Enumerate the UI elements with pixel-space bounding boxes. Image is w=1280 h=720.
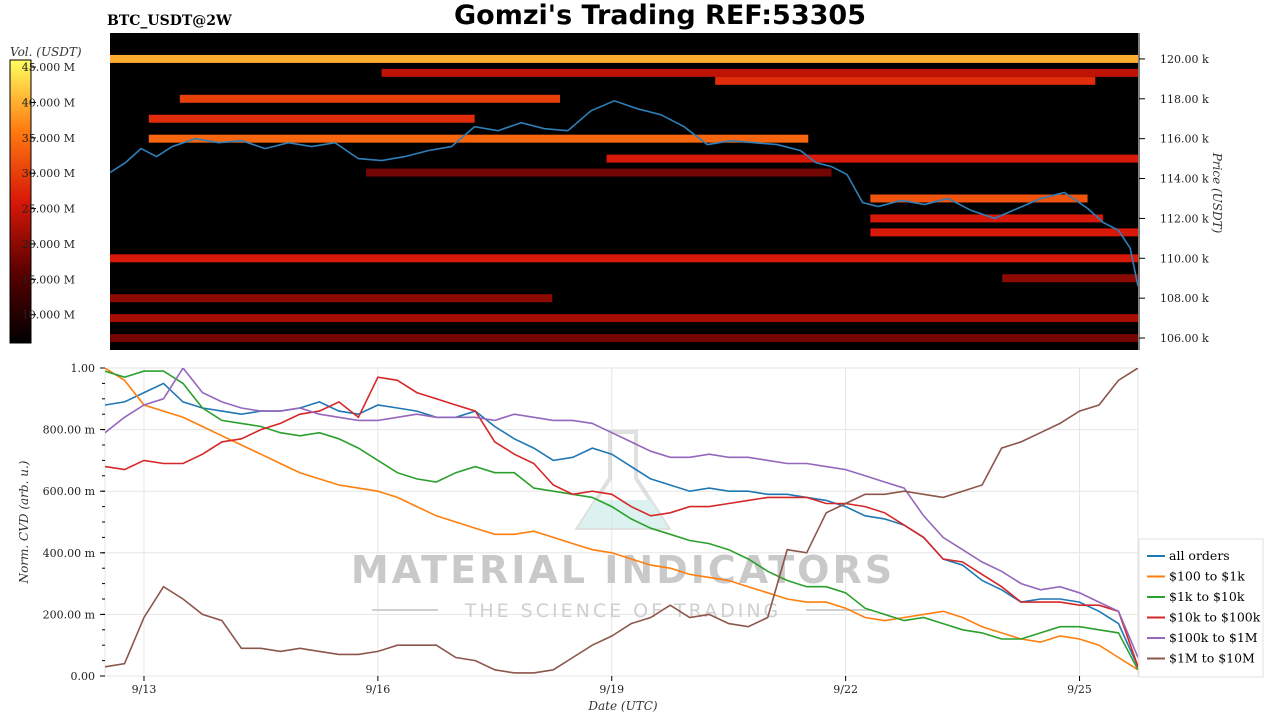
price-axis-ticks: 120.00 k 118.00 k 116.00 k 114.00 k 112.00 k… (1139, 53, 1209, 345)
colorbar-tick-label: 25.000 M (22, 203, 75, 216)
price-series-line (110, 99, 1138, 287)
colorbar-tick-label: 10.000 M (22, 309, 75, 322)
cvd-lines (105, 368, 1138, 674)
price-axis-label: Price (USDT) (1210, 152, 1224, 234)
heatmap-band-8 (870, 194, 1088, 203)
cvd-x-tick-label: 9/13 (132, 683, 157, 696)
price-tick-label: 110.00 k (1160, 252, 1209, 265)
cvd-y-tick-label: 400.00 m (43, 547, 96, 560)
legend-entry: $100 to $1k (1169, 569, 1245, 584)
colorbar-label: Vol. (USDT) (10, 45, 82, 59)
heatmap-band-0 (110, 54, 1138, 63)
cvd-axis-ticks: 1.00 800.00 m 600.00 m 400.00 m 200.00 m 0.00… (43, 362, 1092, 696)
colorbar-tick-label: 40.000 M (22, 96, 75, 109)
legend-entry: $1k to $10k (1169, 589, 1245, 604)
cvd-series-2 (105, 370, 1138, 671)
colorbar-tick-label: 20.000 M (22, 238, 75, 251)
cvd-y-tick-label: 800.00 m (43, 424, 96, 437)
watermark-brand: MATERIAL INDICATORS (351, 548, 895, 592)
heatmap-bands (110, 54, 1138, 343)
colorbar-ticks: 45.000 M 40.000 M 35.000 M 30.000 M 25.000 M… (22, 61, 75, 322)
legend-entry: $100k to $1M (1169, 630, 1258, 645)
cvd-grid (105, 367, 1138, 677)
heatmap-band-6 (606, 154, 1138, 163)
cvd-y-tick-label: 200.00 m (43, 608, 96, 621)
cvd-y-axis-label: Norm. CVD (arb. u.) (17, 460, 31, 584)
colorbar-tick-label: 15.000 M (22, 273, 75, 286)
heatmap-band-7 (366, 168, 832, 177)
heatmap-band-5 (148, 134, 809, 143)
price-tick-label: 114.00 k (1160, 173, 1209, 186)
price-tick-label: 120.00 k (1160, 53, 1209, 66)
legend-box (1138, 538, 1264, 678)
cvd-x-tick-label: 9/25 (1067, 683, 1092, 696)
colorbar (9, 59, 32, 344)
heatmap-band-12 (1002, 274, 1138, 283)
cvd-x-tick-label: 9/22 (833, 683, 858, 696)
cvd-x-tick-label: 9/19 (599, 683, 624, 696)
price-tick-label: 106.00 k (1160, 332, 1209, 345)
heatmap-band-9 (870, 214, 1104, 223)
colorbar-tick-label: 30.000 M (22, 167, 75, 180)
cvd-series-5 (105, 368, 1138, 674)
watermark-tagline: THE SCIENCE OF TRADING (464, 600, 782, 622)
heatmap-band-1 (381, 68, 1138, 77)
cvd-x-tick-label: 9/16 (366, 683, 391, 696)
heatmap-band-14 (110, 314, 1138, 323)
legend-entry: all orders (1169, 548, 1230, 563)
colorbar-tick-label: 35.000 M (22, 132, 75, 145)
cvd-y-tick-label: 1.00 (71, 362, 96, 375)
heatmap-band-2 (715, 76, 1096, 85)
heatmap-band-10 (870, 228, 1138, 237)
heatmap-band-13 (110, 294, 553, 303)
price-tick-label: 116.00 k (1160, 133, 1209, 146)
legend: all orders $100 to $1k $1k to $10k $10k to … (1138, 538, 1264, 678)
trading-pair-label: BTC_USDT@2W (107, 13, 232, 29)
price-tick-label: 118.00 k (1160, 93, 1209, 106)
heatmap-band-11 (110, 254, 1138, 263)
heatmap-band-3 (179, 94, 560, 103)
heatmap-band-4 (148, 114, 475, 123)
heatmap-band-15 (110, 334, 1138, 343)
chart-title: Gomzi's Trading REF:53305 (454, 0, 866, 31)
price-tick-label: 112.00 k (1160, 212, 1209, 225)
cvd-y-tick-label: 0.00 (71, 670, 96, 683)
cvd-x-axis-label: Date (UTC) (587, 699, 657, 713)
colorbar-tick-label: 45.000 M (22, 61, 75, 74)
cvd-series-4 (105, 368, 1138, 658)
cvd-series-1 (105, 368, 1138, 671)
cvd-y-tick-label: 600.00 m (43, 485, 96, 498)
legend-entry: $10k to $100k (1169, 610, 1261, 625)
price-tick-label: 108.00 k (1160, 292, 1209, 305)
cvd-series-3 (105, 376, 1138, 668)
legend-entry: $1M to $10M (1169, 651, 1255, 666)
